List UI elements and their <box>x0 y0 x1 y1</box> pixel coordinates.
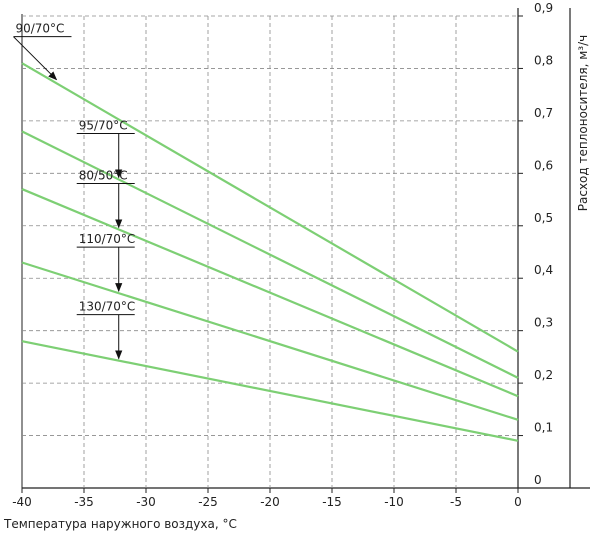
series-line <box>21 340 519 442</box>
series-label: 95/70°С <box>79 118 128 132</box>
y-tick-label: 0,8 <box>534 53 553 67</box>
y-tick-label: 0,4 <box>534 263 553 277</box>
series-line <box>21 130 519 379</box>
x-tick-label: -5 <box>450 495 462 509</box>
series-label: 130/70°С <box>79 300 136 314</box>
y-tick-label: 0 <box>534 473 542 487</box>
y-tick-label: 0,5 <box>534 211 553 225</box>
x-tick-label: -35 <box>74 495 94 509</box>
x-tick-label: -15 <box>322 495 342 509</box>
series-line <box>21 261 519 421</box>
x-tick-label: -25 <box>198 495 218 509</box>
y-tick-label: 0,7 <box>534 106 553 120</box>
series-line <box>21 188 519 398</box>
x-tick-label: 0 <box>514 495 522 509</box>
series-arrow <box>13 36 58 81</box>
series-label: 80/50°С <box>79 168 128 182</box>
x-tick-label: -20 <box>260 495 280 509</box>
x-tick-label: -40 <box>12 495 32 509</box>
x-tick-label: -10 <box>384 495 404 509</box>
series-label: 90/70°С <box>15 22 64 36</box>
series-line <box>21 62 519 353</box>
y-tick-label: 0,9 <box>534 1 553 15</box>
x-tick-label: -30 <box>136 495 156 509</box>
y-tick-label: 0,3 <box>534 316 553 330</box>
y-tick-label: 0,1 <box>534 421 553 435</box>
y-tick-label: 0,2 <box>534 368 553 382</box>
series-label: 110/70°С <box>79 232 136 246</box>
y-tick-label: 0,6 <box>534 158 553 172</box>
x-axis-title: Температура наружного воздуха, °С <box>3 517 237 531</box>
y-axis-title: Расход теплоносителя, м³/ч <box>576 35 590 211</box>
